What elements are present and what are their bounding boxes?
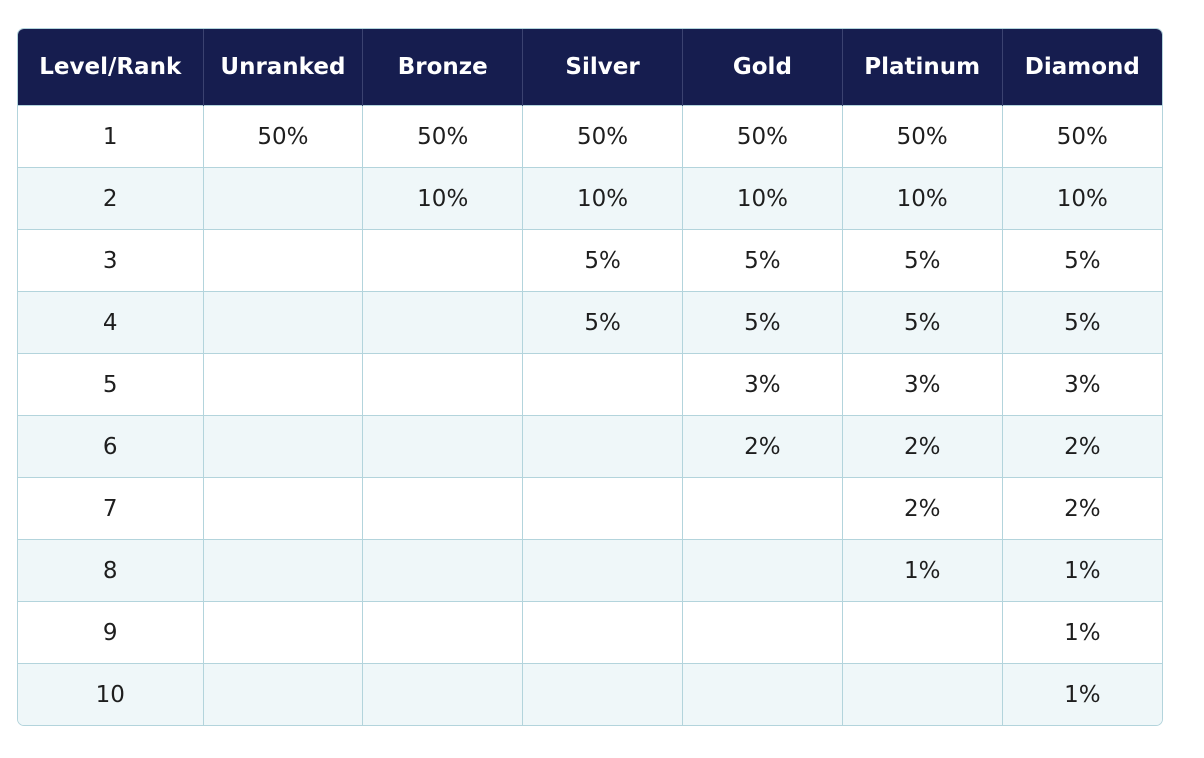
percent-cell <box>522 663 683 725</box>
percent-cell <box>681 663 843 725</box>
percent-cell <box>362 539 523 602</box>
percent-cell: 3% <box>681 353 843 416</box>
percent-cell <box>202 663 363 725</box>
percent-cell: 2% <box>841 415 1003 478</box>
percent-cell: 10% <box>1001 167 1162 230</box>
percent-cell <box>681 477 843 540</box>
table-row: 10 1% <box>18 663 1162 725</box>
percent-cell: 5% <box>522 291 683 354</box>
percent-cell: 1% <box>841 539 1003 602</box>
percent-cell: 50% <box>841 105 1003 168</box>
level-cell: 3 <box>18 229 203 292</box>
percent-cell: 50% <box>202 105 363 168</box>
header-cell: Unranked <box>202 29 363 106</box>
level-cell: 1 <box>18 105 203 168</box>
percent-cell <box>522 539 683 602</box>
table-row: 3 5% 5% 5% 5% <box>18 229 1162 292</box>
percent-cell <box>841 663 1003 725</box>
table-head: Level/Rank Unranked Bronze Silver Gold Platin… <box>18 29 1162 106</box>
level-cell: 5 <box>18 353 203 416</box>
percent-cell <box>202 415 363 478</box>
table-body: 1 50% 50% 50% 50% 50% 50% 2 10% 10% 10% 10% 10% 3 5% 5%… <box>18 105 1162 725</box>
percent-cell <box>362 229 523 292</box>
percent-cell: 5% <box>522 229 683 292</box>
percent-cell: 10% <box>522 167 683 230</box>
level-cell: 8 <box>18 539 203 602</box>
percent-cell: 2% <box>1001 477 1162 540</box>
percent-cell: 3% <box>1001 353 1162 416</box>
percent-cell: 50% <box>522 105 683 168</box>
percent-cell: 10% <box>362 167 523 230</box>
table-row: 6 2% 2% 2% <box>18 415 1162 478</box>
level-cell: 9 <box>18 601 203 664</box>
percent-cell: 1% <box>1001 601 1162 664</box>
percent-cell <box>362 353 523 416</box>
percent-cell <box>362 663 523 725</box>
percent-cell: 50% <box>1001 105 1162 168</box>
level-cell: 4 <box>18 291 203 354</box>
table-row: 2 10% 10% 10% 10% 10% <box>18 167 1162 230</box>
percent-cell <box>362 291 523 354</box>
table-row: 8 1% 1% <box>18 539 1162 602</box>
header-cell: Platinum <box>841 29 1003 106</box>
percent-cell: 10% <box>681 167 843 230</box>
header-row: Level/Rank Unranked Bronze Silver Gold Platin… <box>18 29 1162 106</box>
table-row: 5 3% 3% 3% <box>18 353 1162 416</box>
header-cell: Gold <box>681 29 843 106</box>
percent-cell: 2% <box>841 477 1003 540</box>
percent-cell <box>202 229 363 292</box>
header-cell: Bronze <box>362 29 523 106</box>
percent-cell <box>202 477 363 540</box>
percent-cell: 50% <box>362 105 523 168</box>
table-row: 1 50% 50% 50% 50% 50% 50% <box>18 105 1162 168</box>
percent-cell <box>522 415 683 478</box>
percent-cell: 10% <box>841 167 1003 230</box>
percent-cell: 5% <box>841 291 1003 354</box>
percent-cell <box>522 477 683 540</box>
level-cell: 6 <box>18 415 203 478</box>
percent-cell: 5% <box>1001 229 1162 292</box>
level-cell: 7 <box>18 477 203 540</box>
percent-cell <box>681 539 843 602</box>
header-cell: Diamond <box>1001 29 1162 106</box>
percent-cell <box>522 601 683 664</box>
level-cell: 10 <box>18 663 203 725</box>
percent-cell: 3% <box>841 353 1003 416</box>
table-row: 7 2% 2% <box>18 477 1162 540</box>
percent-cell: 5% <box>681 291 843 354</box>
header-cell: Level/Rank <box>18 29 203 106</box>
percent-cell <box>841 601 1003 664</box>
reward-table: Level/Rank Unranked Bronze Silver Gold Platin… <box>18 29 1162 725</box>
percent-cell <box>202 291 363 354</box>
percent-cell: 5% <box>841 229 1003 292</box>
table-row: 4 5% 5% 5% 5% <box>18 291 1162 354</box>
percent-cell <box>362 477 523 540</box>
table-row: 9 1% <box>18 601 1162 664</box>
percent-cell: 2% <box>1001 415 1162 478</box>
percent-cell: 1% <box>1001 663 1162 725</box>
percent-cell <box>522 353 683 416</box>
percent-cell <box>202 601 363 664</box>
percent-cell <box>202 167 363 230</box>
table-container: Level/Rank Unranked Bronze Silver Gold Platin… <box>17 28 1163 726</box>
percent-cell: 50% <box>681 105 843 168</box>
percent-cell: 1% <box>1001 539 1162 602</box>
percent-cell <box>362 415 523 478</box>
percent-cell <box>202 539 363 602</box>
percent-cell: 5% <box>681 229 843 292</box>
percent-cell: 2% <box>681 415 843 478</box>
percent-cell: 5% <box>1001 291 1162 354</box>
header-cell: Silver <box>522 29 683 106</box>
percent-cell <box>362 601 523 664</box>
percent-cell <box>202 353 363 416</box>
level-cell: 2 <box>18 167 203 230</box>
percent-cell <box>681 601 843 664</box>
